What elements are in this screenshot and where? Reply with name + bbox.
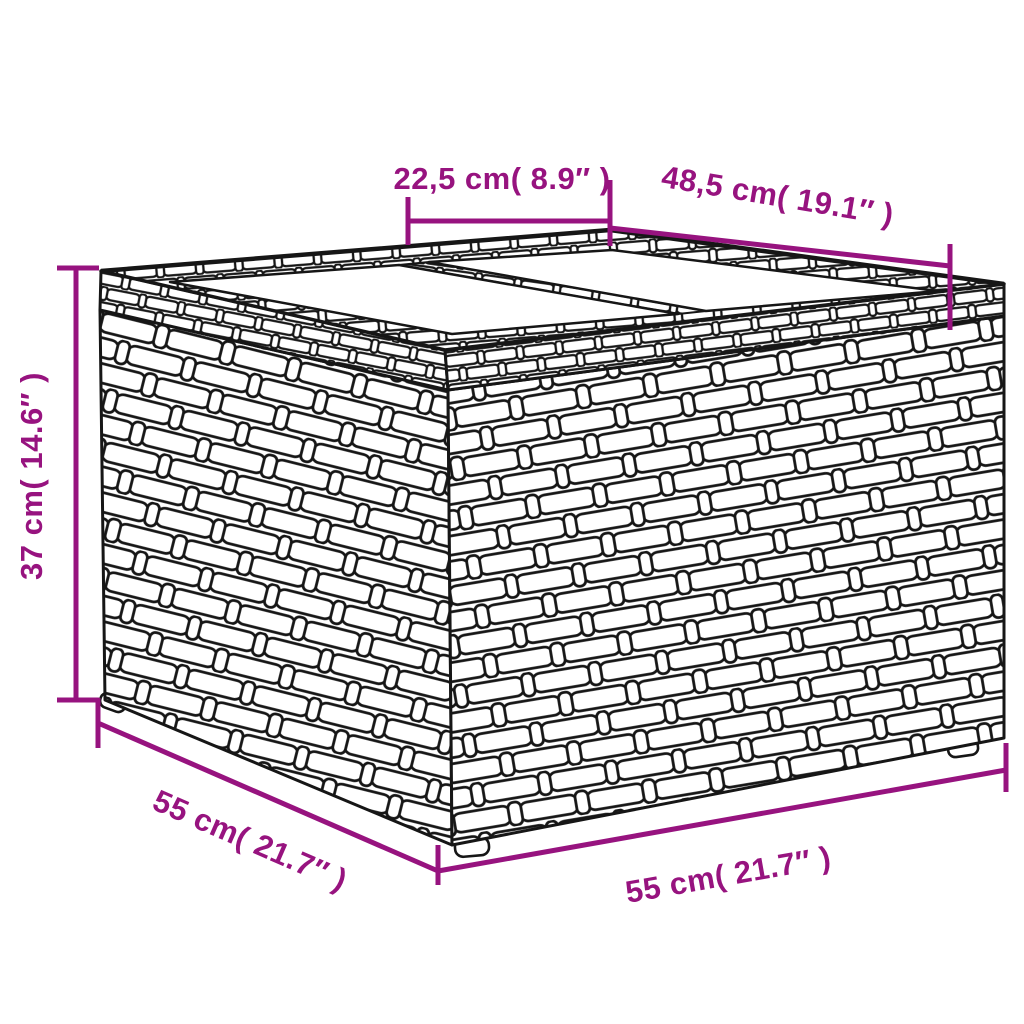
dim-label-glass-top-depth: 48,5 cm( 19.1″ ) [659,159,896,232]
glass-panel-right [427,248,940,313]
dim-label-glass-panel-width: 22,5 cm( 8.9″ ) [393,161,610,196]
dim-label-width: 55 cm( 21.7″ ) [623,839,834,910]
dim-line-glass-top-depth [609,225,951,269]
dimension-lines [57,180,1009,885]
dim-line-depth [97,720,439,874]
wicker-table [98,227,1006,859]
table-body-left-face [98,308,454,847]
glass-panel-left [168,263,680,336]
dim-label-depth: 55 cm( 21.7″ ) [148,783,353,898]
dim-line-width [437,767,1007,874]
table-body-right-face [446,314,1006,847]
dim-label-height: 37 cm( 14.6″ ) [14,372,49,580]
